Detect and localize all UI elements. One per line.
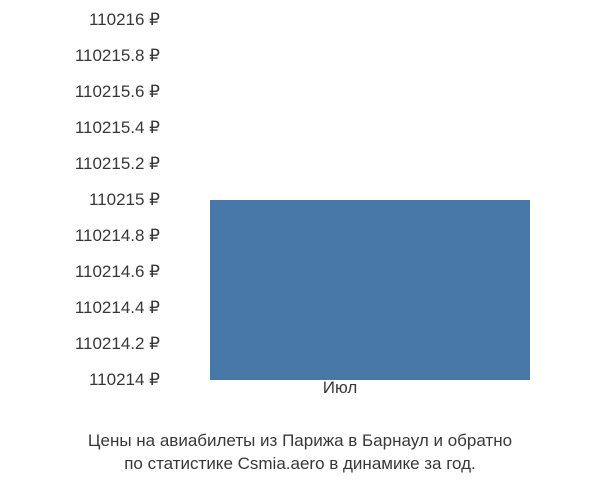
y-tick-label: 110215.2 ₽ — [30, 154, 160, 174]
plot-area — [170, 20, 570, 380]
caption-line-1: Цены на авиабилеты из Парижа в Барнаул и… — [0, 430, 600, 453]
price-chart: 110214 ₽110214.2 ₽110214.4 ₽110214.6 ₽11… — [30, 20, 570, 380]
y-tick-label: 110215.8 ₽ — [30, 46, 160, 66]
y-tick-label: 110214.4 ₽ — [30, 298, 160, 318]
y-tick-label: 110215 ₽ — [30, 190, 160, 210]
x-tick-label: Июл — [323, 378, 358, 398]
y-tick-label: 110215.4 ₽ — [30, 118, 160, 138]
y-tick-label: 110214 ₽ — [30, 370, 160, 390]
y-tick-label: 110214.2 ₽ — [30, 334, 160, 354]
bar — [210, 200, 530, 380]
y-tick-label: 110215.6 ₽ — [30, 82, 160, 102]
chart-caption: Цены на авиабилеты из Парижа в Барнаул и… — [0, 430, 600, 476]
y-tick-label: 110214.6 ₽ — [30, 262, 160, 282]
caption-line-2: по статистике Csmia.aero в динамике за г… — [0, 453, 600, 476]
y-axis: 110214 ₽110214.2 ₽110214.4 ₽110214.6 ₽11… — [30, 20, 160, 380]
y-tick-label: 110214.8 ₽ — [30, 226, 160, 246]
y-tick-label: 110216 ₽ — [30, 10, 160, 30]
